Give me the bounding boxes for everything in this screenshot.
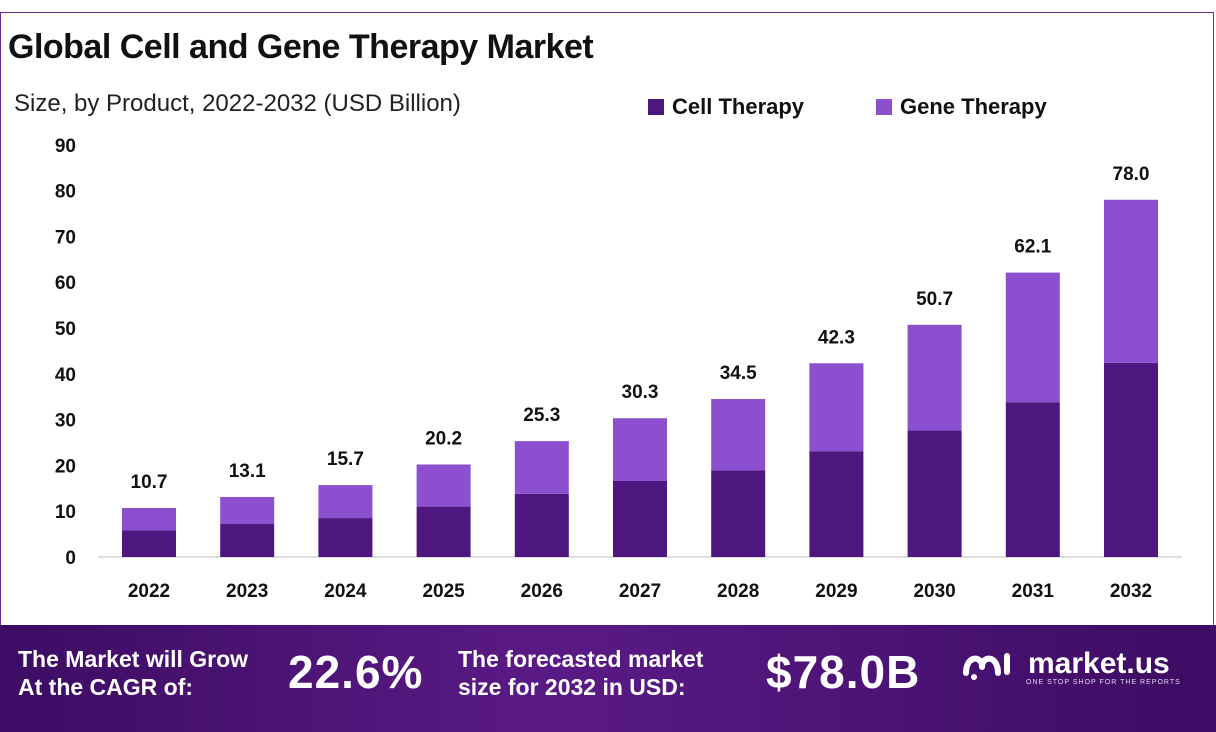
bar-gene-therapy-2023 xyxy=(220,497,275,525)
data-label-2027: 30.3 xyxy=(622,382,659,403)
data-label-2026: 25.3 xyxy=(523,405,560,426)
bar-cell-therapy-2032 xyxy=(1104,362,1158,557)
y-tick-label: 30 xyxy=(55,411,76,432)
y-tick-label: 10 xyxy=(55,502,76,523)
bar-gene-therapy-2026 xyxy=(514,441,569,494)
forecast-caption-line2: size for 2032 in USD: xyxy=(458,674,686,700)
bar-gene-therapy-2024 xyxy=(318,485,373,519)
bar-chart: 010203040506070809010.7202213.1202315.72… xyxy=(55,136,1182,602)
bar-cell-therapy-2031 xyxy=(1005,402,1060,557)
bar-cell-therapy-2028 xyxy=(711,470,766,557)
y-tick-label: 50 xyxy=(55,319,76,340)
cagr-caption-line2: At the CAGR of: xyxy=(18,674,194,700)
x-tick-label-2029: 2029 xyxy=(815,581,857,602)
bar-gene-therapy-2028 xyxy=(711,398,766,471)
summary-banner: The Market will Grow At the CAGR of: 22.… xyxy=(0,625,1216,732)
x-tick-label-2032: 2032 xyxy=(1110,581,1152,602)
chart-subtitle: Size, by Product, 2022-2032 (USD Billion… xyxy=(14,90,461,117)
bar-cell-therapy-2025 xyxy=(416,506,471,557)
y-tick-label: 60 xyxy=(55,273,76,294)
bar-gene-therapy-2031 xyxy=(1005,272,1060,403)
bar-gene-therapy-2025 xyxy=(416,464,471,507)
data-label-2032: 78.0 xyxy=(1113,164,1150,185)
x-tick-label-2027: 2027 xyxy=(619,581,661,602)
bar-cell-therapy-2023 xyxy=(220,524,275,557)
y-tick-label: 0 xyxy=(65,548,76,569)
legend-swatch-cell-therapy xyxy=(648,99,664,115)
forecast-caption: The forecasted market size for 2032 in U… xyxy=(458,645,703,701)
data-label-2028: 34.5 xyxy=(720,363,757,384)
bar-cell-therapy-2026 xyxy=(514,493,569,557)
x-tick-label-2025: 2025 xyxy=(422,581,465,602)
x-tick-label-2028: 2028 xyxy=(717,581,759,602)
bar-gene-therapy-2032 xyxy=(1104,199,1158,363)
data-label-2029: 42.3 xyxy=(818,327,855,348)
cagr-caption: The Market will Grow At the CAGR of: xyxy=(18,645,248,701)
legend-item-cell-therapy: Cell Therapy xyxy=(648,94,804,120)
forecast-caption-line1: The forecasted market xyxy=(458,646,704,672)
legend-label-cell-therapy: Cell Therapy xyxy=(672,94,805,119)
brand-name: market.us xyxy=(1028,647,1170,680)
x-tick-label-2030: 2030 xyxy=(913,581,955,602)
legend-swatch-gene-therapy xyxy=(876,99,892,115)
brand-tagline: ONE STOP SHOP FOR THE REPORTS xyxy=(1026,679,1181,686)
data-label-2025: 20.2 xyxy=(425,428,462,449)
y-tick-label: 70 xyxy=(55,227,76,248)
bar-gene-therapy-2027 xyxy=(613,418,667,481)
y-tick-label: 20 xyxy=(55,456,76,477)
bar-gene-therapy-2030 xyxy=(907,324,962,431)
y-tick-label: 80 xyxy=(55,182,76,203)
data-label-2024: 15.7 xyxy=(327,449,364,470)
chart-title: Global Cell and Gene Therapy Market xyxy=(8,28,594,66)
bar-gene-therapy-2022 xyxy=(122,507,176,531)
x-tick-label-2022: 2022 xyxy=(128,581,170,602)
x-tick-label-2023: 2023 xyxy=(226,581,268,602)
legend-item-gene-therapy: Gene Therapy xyxy=(876,94,1047,120)
y-tick-label: 90 xyxy=(55,136,76,157)
data-label-2030: 50.7 xyxy=(916,289,953,310)
data-label-2022: 10.7 xyxy=(131,472,168,493)
data-label-2023: 13.1 xyxy=(229,461,266,482)
cagr-value: 22.6% xyxy=(288,646,424,698)
x-tick-label-2026: 2026 xyxy=(521,581,563,602)
x-tick-label-2024: 2024 xyxy=(324,581,367,602)
forecast-value: $78.0B xyxy=(766,646,921,698)
legend-label-gene-therapy: Gene Therapy xyxy=(900,94,1047,119)
bar-cell-therapy-2030 xyxy=(907,430,962,557)
bar-cell-therapy-2022 xyxy=(122,530,176,557)
cagr-caption-line1: The Market will Grow xyxy=(18,646,249,672)
brand-logo: market.us xyxy=(962,647,1170,681)
bar-cell-therapy-2024 xyxy=(318,518,373,557)
x-tick-label-2031: 2031 xyxy=(1012,581,1055,602)
bar-cell-therapy-2027 xyxy=(613,480,667,557)
data-label-2031: 62.1 xyxy=(1014,237,1051,258)
bar-cell-therapy-2029 xyxy=(809,451,864,557)
market-us-logo-icon xyxy=(963,653,1010,680)
y-tick-label: 40 xyxy=(55,365,76,386)
bar-gene-therapy-2029 xyxy=(809,363,864,452)
